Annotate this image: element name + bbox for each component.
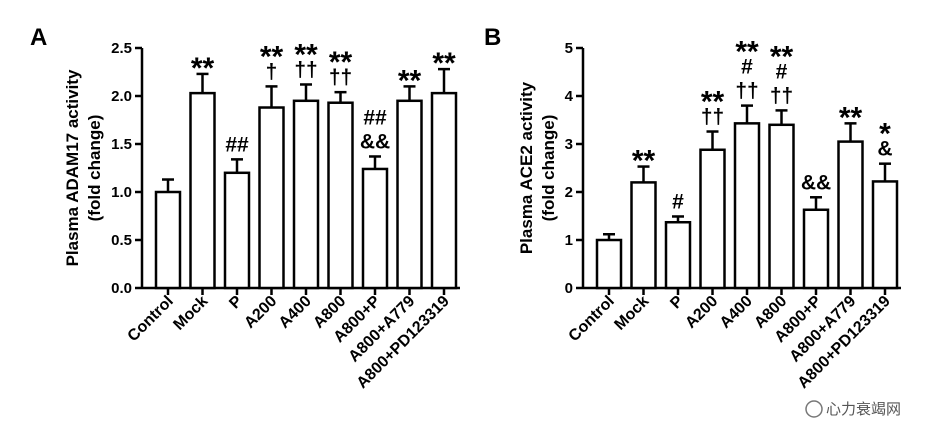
- panel-a-ylabel: Plasma ADAM17 activity: [63, 69, 82, 266]
- panel-a-x-label: A400: [276, 293, 315, 332]
- panel-b-y-tick-label: 1: [565, 232, 573, 249]
- panel-a-significance-label: **: [432, 47, 456, 80]
- panel-a-significance-label: ††: [329, 66, 352, 89]
- panel-b-bar: [664, 220, 692, 290]
- panel-b-significance-label: *: [879, 118, 891, 151]
- panel-b-significance-label: **: [735, 36, 759, 69]
- panel-b-x-label: Control: [566, 293, 618, 345]
- panel-b-significance-label: &: [877, 138, 892, 161]
- panel-a-x-label: A200: [241, 293, 280, 332]
- panel-b-bar: [871, 180, 899, 290]
- panel-a-bar: [292, 99, 320, 290]
- panel-a-significance-label: **: [260, 40, 284, 73]
- panel-b-y-tick-label: 3: [565, 136, 573, 153]
- panel-b-bar: [595, 238, 623, 290]
- watermark: 心力衰竭网: [826, 401, 901, 418]
- panel-a-bar: [154, 190, 182, 290]
- panel-b-x-label: P: [667, 293, 687, 313]
- panel-b-x-label: Mock: [611, 293, 652, 334]
- panel-a-y-tick-label: 2.5: [111, 40, 132, 57]
- panel-b-significance-label: **: [770, 40, 794, 73]
- panel-b-significance-label: ††: [701, 106, 724, 129]
- panel-a-significance-label: ##: [363, 106, 387, 129]
- panel-a-bar: [327, 101, 354, 290]
- panel-b-y-tick-label: 4: [565, 88, 574, 105]
- panel-a-bar: [430, 91, 458, 290]
- panel-a-y-tick-label: 2.0: [111, 88, 132, 105]
- panel-b-significance-label: #: [672, 190, 684, 213]
- panel-a-bar: [189, 91, 216, 290]
- panel-a-significance-label: **: [329, 46, 353, 79]
- panel-b-significance-label: ††: [770, 84, 793, 107]
- panel-a-ylabel-sub: (fold change): [85, 115, 104, 222]
- panel-a-y-tick-label: 1.0: [111, 184, 132, 201]
- panel-b-bar: [802, 208, 830, 290]
- panel-a-x-label: Mock: [170, 293, 211, 334]
- panel-b-significance-label: &&: [801, 171, 831, 194]
- panel-a-significance-label: †: [266, 60, 278, 83]
- panel-b-bar: [733, 122, 761, 290]
- panel-b-significance-label: **: [632, 145, 656, 178]
- panel-a-bar: [396, 99, 423, 290]
- panel-a-significance-label: ††: [294, 58, 317, 81]
- panel-a-bar: [361, 167, 389, 290]
- panel-a-y-tick-label: 1.5: [111, 136, 132, 153]
- panel-b-y-tick-label: 2: [565, 184, 573, 201]
- panel-b-ylabel-sub: (fold change): [539, 115, 558, 222]
- panel-a-significance-label: ##: [225, 133, 249, 156]
- panel-a-x-label: P: [226, 293, 246, 313]
- panel-a-bar: [258, 106, 285, 290]
- watermark-logo-icon: [805, 400, 823, 418]
- panel-b-significance-label: #: [741, 56, 753, 79]
- panel-b-bar: [837, 140, 864, 290]
- panel-b-y-tick-label: 5: [565, 40, 573, 57]
- panel-b-significance-label: #: [776, 60, 788, 83]
- panel-a-significance-label: **: [191, 52, 215, 85]
- panel-b-ylabel: Plasma ACE2 activity: [517, 81, 536, 254]
- panel-b-bar: [699, 148, 726, 290]
- panel-a-y-tick-label: 0.5: [111, 232, 132, 249]
- panel-b-letter: B: [484, 24, 501, 51]
- panel-a-significance-label: **: [398, 64, 422, 97]
- panel-a-significance-label: **: [294, 38, 318, 71]
- panel-b-significance-label: **: [701, 86, 725, 119]
- panel-a-significance-label: &&: [360, 130, 390, 153]
- panel-a-x-label: Control: [125, 293, 177, 345]
- panel-b-bar: [768, 123, 795, 290]
- panel-b-significance-label: ††: [735, 80, 758, 103]
- panel-a-bar: [223, 171, 251, 290]
- panel-b-y-tick-label: 0: [565, 280, 573, 297]
- panel-b-significance-label: **: [839, 101, 863, 134]
- panel-b-x-label: A200: [682, 293, 721, 332]
- panel-b-bar: [630, 181, 657, 290]
- panel-a-y-tick-label: 0.0: [111, 280, 132, 297]
- panel-b-x-label: A400: [717, 293, 756, 332]
- panel-a-letter: A: [30, 24, 47, 51]
